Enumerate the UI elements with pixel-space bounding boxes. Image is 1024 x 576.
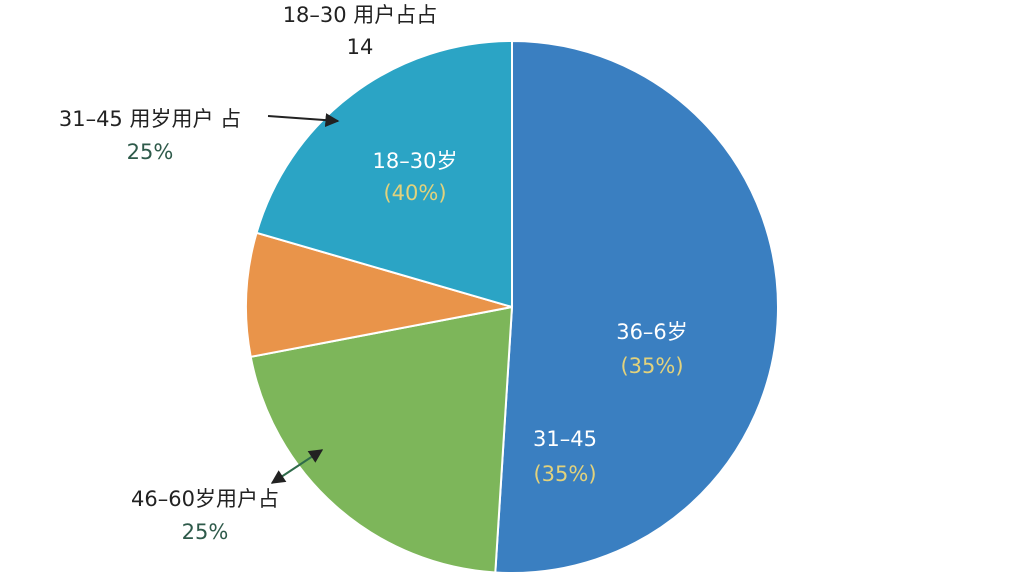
pie-slice — [245, 231, 513, 359]
annotation-label: 46–60岁用户占 — [131, 487, 279, 511]
arrow — [267, 113, 340, 128]
arrow — [270, 449, 324, 484]
annotation-label: 36–6岁 — [616, 320, 688, 344]
annotation-label: 18–30岁 — [373, 149, 458, 173]
annotation-value: 25% — [182, 520, 229, 544]
pie — [245, 39, 779, 574]
pie-slice — [255, 39, 513, 309]
annotation-value: (35%) — [620, 354, 683, 378]
annotation-label: 31–45 — [533, 427, 597, 451]
annotation-value: (40%) — [383, 181, 446, 205]
annotation-label: 31–45 用岁用户 占 — [59, 107, 241, 131]
annotation-value: (35%) — [533, 462, 596, 486]
annotation-value: 25% — [127, 140, 174, 164]
annotation-label: 18–30 用户占占 — [283, 3, 438, 27]
annotation-value: 14 — [347, 35, 374, 59]
pie-slice — [249, 305, 514, 574]
pie-slice — [494, 39, 779, 574]
